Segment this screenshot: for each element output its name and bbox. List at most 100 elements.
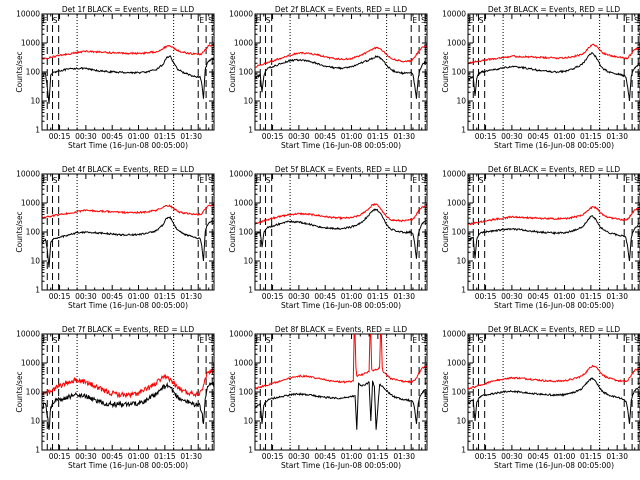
x-tick-label: 00:45: [101, 292, 123, 301]
x-tick-label: 01:00: [554, 452, 576, 461]
y-tick-label: 1000: [234, 359, 253, 368]
x-tick-label: 01:30: [606, 292, 628, 301]
y-tick-label: 100: [452, 388, 467, 397]
plot-area: [255, 334, 427, 450]
panel-title: Det 9f BLACK = Events, RED = LLD: [488, 325, 621, 334]
marker-letter: E: [199, 16, 204, 25]
y-tick-label: 1000: [234, 199, 253, 208]
chart-panel-4: Det 4f BLACK = Events, RED = LLD 1 10 100 10…: [15, 165, 215, 310]
y-tick-label: 100: [452, 228, 467, 237]
chart-panel-3: Det 3f BLACK = Events, RED = LLD 1 10 100 10…: [441, 5, 640, 150]
y-tick-label: 10: [456, 417, 466, 426]
plot-area: [468, 334, 640, 450]
x-tick-label: 00:15: [475, 292, 497, 301]
x-tick-label: 01:15: [154, 292, 176, 301]
panel-title: Det 1f BLACK = Events, RED = LLD: [62, 5, 195, 14]
panel-title: Det 7f BLACK = Events, RED = LLD: [62, 325, 195, 334]
y-tick-label: 100: [26, 68, 41, 77]
y-tick-label: 1000: [21, 359, 40, 368]
marker-letter: S: [53, 336, 58, 345]
y-tick-label: 1: [461, 126, 466, 135]
x-tick-label: 00:15: [262, 132, 284, 141]
x-tick-label: 01:15: [580, 132, 602, 141]
y-tick-label: 10000: [16, 330, 40, 339]
x-tick-label: 01:15: [154, 452, 176, 461]
y-axis-label: Counts/sec: [228, 211, 237, 252]
x-tick-label: 01:00: [128, 132, 150, 141]
y-tick-label: 1: [248, 286, 253, 295]
events-series-line: [255, 208, 427, 259]
x-tick-label: 01:15: [367, 292, 389, 301]
marker-letter: S: [479, 16, 484, 25]
x-tick-label: 01:30: [606, 132, 628, 141]
y-tick-label: 100: [26, 388, 41, 397]
chart-panel-5: Det 5f BLACK = Events, RED = LLD 1 10 100 10…: [228, 165, 428, 310]
marker-letter: E: [468, 16, 473, 25]
events-series-line: [468, 377, 640, 424]
marker-letter: S: [421, 176, 426, 185]
x-tick-label: 00:30: [75, 292, 97, 301]
x-tick-label: 00:15: [49, 452, 71, 461]
marker-letter: E: [42, 16, 47, 25]
y-tick-label: 10: [243, 97, 253, 106]
y-tick-label: 10000: [16, 170, 40, 179]
marker-letter: S: [208, 16, 213, 25]
y-axis-label: Counts/sec: [228, 371, 237, 412]
y-tick-label: 10: [30, 257, 40, 266]
chart-panel-6: Det 6f BLACK = Events, RED = LLD 1 10 100 10…: [441, 165, 640, 310]
chart-panel-2: Det 2f BLACK = Events, RED = LLD 1 10 100 10…: [228, 5, 428, 150]
events-series-line: [42, 381, 214, 430]
x-tick-label: 01:15: [580, 452, 602, 461]
y-tick-label: 10000: [442, 170, 466, 179]
y-tick-label: 100: [239, 68, 254, 77]
plot-frame: [254, 13, 428, 131]
marker-letter: E: [468, 336, 473, 345]
x-tick-label: 00:45: [527, 292, 549, 301]
lld-series-line: [255, 44, 427, 69]
panel-title: Det 2f BLACK = Events, RED = LLD: [275, 5, 408, 14]
marker-letter: E: [625, 176, 630, 185]
marker-letter: S: [634, 16, 639, 25]
chart-panel-8: Det 8f BLACK = Events, RED = LLD 1 10 100 10…: [228, 325, 428, 470]
chart-panel-1: Det 1f BLACK = Events, RED = LLD 1 10 100 10…: [15, 5, 215, 150]
x-tick-label: 01:15: [367, 452, 389, 461]
marker-letter: E: [625, 336, 630, 345]
panel-title: Det 6f BLACK = Events, RED = LLD: [488, 165, 621, 174]
x-axis-label: Start Time (16-Jun-08 00:05:00): [494, 141, 614, 150]
y-tick-label: 10000: [442, 330, 466, 339]
y-tick-label: 10000: [16, 10, 40, 19]
x-axis-label: Start Time (16-Jun-08 00:05:00): [281, 301, 401, 310]
y-tick-label: 1: [248, 446, 253, 455]
y-axis-label: Counts/sec: [228, 51, 237, 92]
y-tick-label: 10: [243, 257, 253, 266]
x-tick-label: 00:45: [101, 452, 123, 461]
y-tick-label: 1000: [21, 39, 40, 48]
y-tick-label: 1000: [447, 359, 466, 368]
x-tick-label: 00:15: [262, 292, 284, 301]
y-tick-label: 100: [239, 388, 254, 397]
y-tick-label: 10000: [229, 330, 253, 339]
lld-series-line: [42, 368, 214, 399]
plot-area: [42, 14, 214, 130]
y-axis-label: Counts/sec: [441, 371, 450, 412]
y-tick-label: 1000: [234, 39, 253, 48]
x-axis-label: Start Time (16-Jun-08 00:05:00): [281, 141, 401, 150]
marker-letter: S: [208, 336, 213, 345]
marker-letter: E: [625, 16, 630, 25]
events-series-line: [255, 55, 427, 99]
panel-title: Det 4f BLACK = Events, RED = LLD: [62, 165, 195, 174]
events-series-line: [468, 215, 640, 262]
x-tick-label: 00:45: [314, 132, 336, 141]
y-tick-label: 1000: [447, 199, 466, 208]
x-tick-label: 00:30: [75, 452, 97, 461]
x-tick-label: 01:00: [554, 132, 576, 141]
x-tick-label: 00:45: [101, 132, 123, 141]
marker-letter: S: [266, 336, 271, 345]
events-series-line: [42, 55, 214, 104]
x-tick-label: 01:00: [341, 132, 363, 141]
x-axis-label: Start Time (16-Jun-08 00:05:00): [68, 461, 188, 470]
marker-letter: E: [412, 176, 417, 185]
panel-title: Det 8f BLACK = Events, RED = LLD: [275, 325, 408, 334]
marker-letter: E: [255, 336, 260, 345]
